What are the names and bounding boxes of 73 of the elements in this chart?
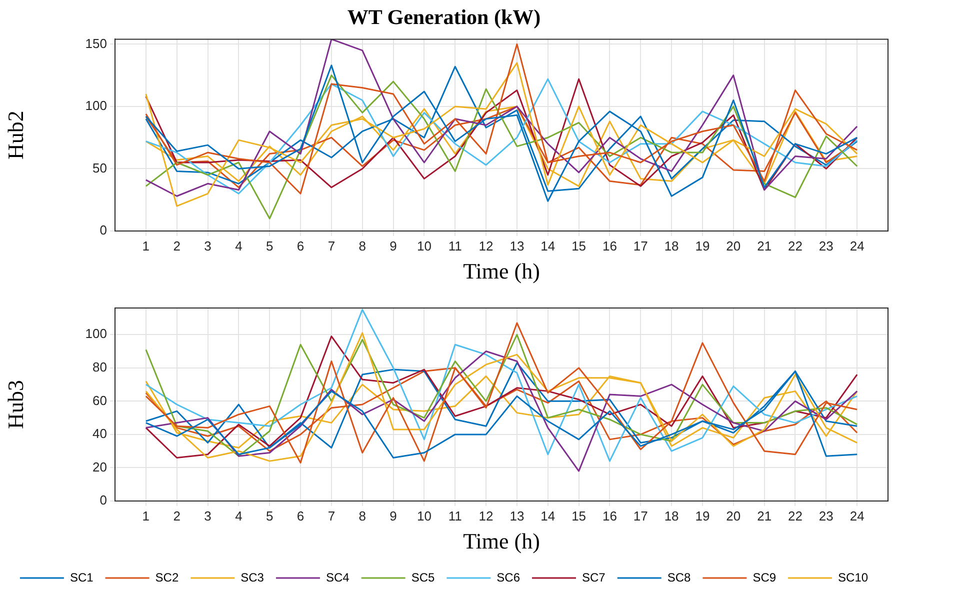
x-tick-label: 20 (726, 508, 741, 524)
chart-title: WT Generation (kW) (347, 5, 541, 30)
x-tick-label: 9 (390, 238, 397, 254)
x-tick-label: 2 (173, 238, 180, 254)
x-tick-label: 14 (540, 238, 556, 254)
x-tick-label: 4 (235, 508, 242, 524)
x-tick-label: 24 (850, 238, 864, 254)
x-tick-label: 15 (572, 508, 586, 524)
legend-label: SC9 (752, 570, 776, 584)
x-tick-label: 11 (448, 238, 462, 254)
legend-label: SC4 (326, 570, 350, 584)
x-tick-label: 21 (757, 508, 772, 524)
y-tick-label: 80 (92, 359, 107, 374)
y-axis-title: Hub3 (2, 380, 28, 429)
x-tick-label: 16 (602, 238, 617, 254)
x-tick-label: 8 (358, 508, 366, 524)
x-tick-label: 24 (850, 508, 864, 524)
y-axis-title: Hub2 (2, 110, 28, 160)
legend-label: SC1 (70, 570, 94, 584)
x-tick-label: 5 (266, 508, 274, 524)
y-tick-label: 0 (100, 492, 107, 508)
y-tick-label: 100 (85, 98, 107, 114)
legend-label: SC7 (582, 570, 606, 584)
x-tick-label: 12 (478, 508, 494, 524)
y-tick-label: 150 (85, 36, 107, 51)
y-tick-label: 60 (92, 392, 107, 408)
x-tick-label: 6 (296, 238, 304, 254)
x-tick-label: 14 (540, 508, 556, 524)
x-tick-label: 18 (664, 238, 679, 254)
x-tick-label: 21 (757, 238, 772, 254)
x-tick-label: 10 (416, 508, 432, 524)
x-tick-label: 12 (478, 238, 494, 254)
legend-label: SC6 (496, 570, 520, 584)
x-tick-label: 9 (390, 508, 397, 524)
x-tick-label: 16 (602, 508, 617, 524)
x-tick-label: 3 (204, 238, 212, 254)
y-tick-label: 100 (85, 326, 107, 342)
x-tick-label: 15 (572, 238, 586, 254)
y-tick-label: 50 (92, 160, 107, 176)
x-tick-label: 8 (358, 238, 366, 254)
x-tick-label: 5 (266, 238, 274, 254)
x-tick-label: 18 (664, 508, 679, 524)
x-tick-label: 2 (173, 508, 180, 524)
x-tick-label: 13 (510, 238, 524, 254)
x-tick-label: 23 (818, 508, 834, 524)
legend-label: SC10 (838, 570, 868, 584)
y-tick-label: 0 (100, 222, 107, 238)
x-tick-label: 13 (510, 508, 524, 524)
y-tick-label: 20 (92, 459, 107, 474)
x-axis-title: Time (h) (463, 258, 540, 284)
x-tick-label: 7 (328, 508, 336, 524)
x-tick-label: 7 (328, 238, 336, 254)
x-tick-label: 4 (235, 238, 242, 254)
x-tick-label: 11 (448, 508, 462, 524)
legend-label: SC5 (411, 570, 435, 584)
x-tick-label: 19 (695, 238, 710, 254)
x-tick-label: 3 (204, 508, 212, 524)
legend-label: SC3 (240, 570, 264, 584)
x-tick-label: 17 (633, 508, 648, 524)
y-tick-label: 40 (92, 426, 107, 442)
x-tick-label: 6 (296, 508, 304, 524)
x-tick-label: 22 (788, 508, 802, 524)
x-tick-label: 1 (142, 238, 150, 254)
legend-label: SC8 (667, 570, 692, 584)
x-tick-label: 20 (726, 238, 741, 254)
x-tick-label: 17 (633, 238, 648, 254)
x-tick-label: 1 (142, 508, 150, 524)
x-axis-title: Time (h) (463, 528, 540, 554)
x-tick-label: 23 (818, 238, 834, 254)
x-tick-label: 10 (416, 238, 432, 254)
x-tick-label: 22 (788, 238, 802, 254)
x-tick-label: 19 (695, 508, 710, 524)
legend-label: SC2 (155, 570, 179, 584)
